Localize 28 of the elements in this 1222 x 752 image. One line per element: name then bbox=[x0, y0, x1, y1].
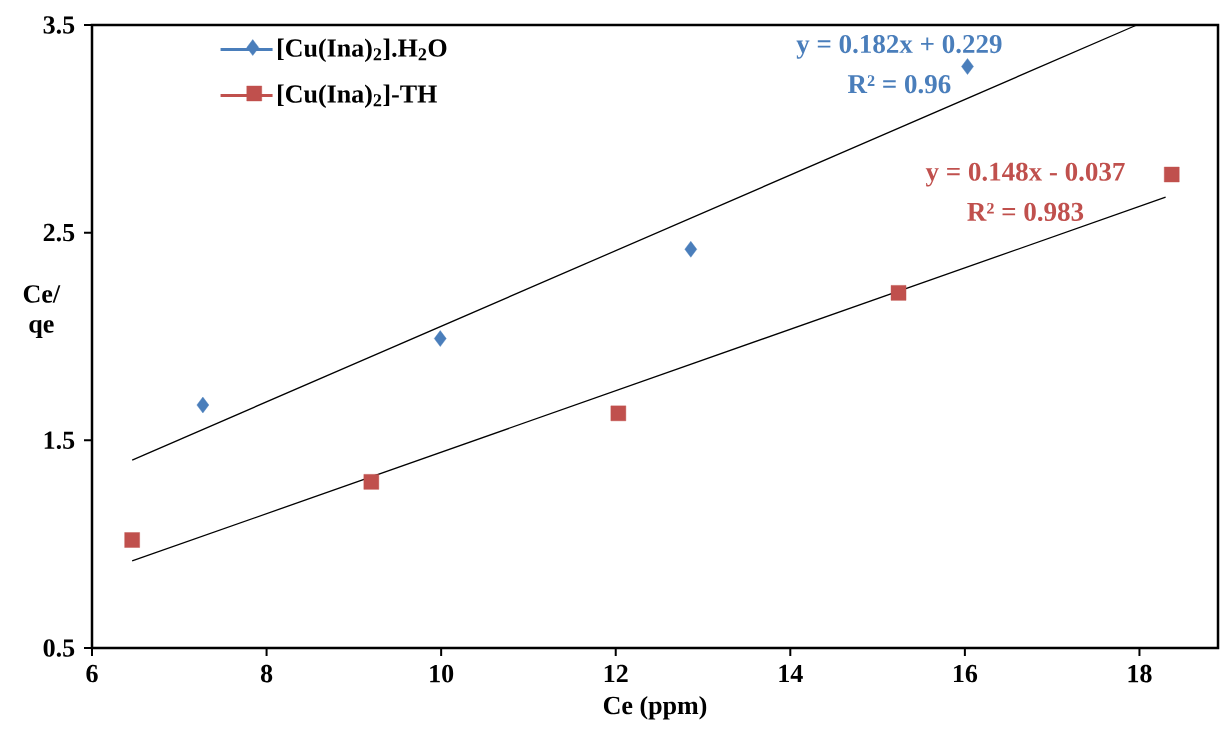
point bbox=[684, 241, 697, 258]
x-axis-title: Ce (ppm) bbox=[603, 695, 707, 720]
point bbox=[124, 532, 140, 548]
x-tick-label: 10 bbox=[430, 664, 454, 683]
x-tick-label: 12 bbox=[604, 664, 628, 683]
annotation: y = 0.182x + 0.229 bbox=[796, 34, 1002, 59]
point bbox=[1164, 166, 1180, 183]
y-tick-label: 3.5 bbox=[43, 16, 75, 34]
point bbox=[196, 396, 210, 414]
x-tick-label: 14 bbox=[779, 664, 803, 683]
point bbox=[961, 58, 974, 75]
y-tick-label: 0.5 bbox=[43, 639, 75, 657]
legend-label: [Cu(Ina)$_{2}$]-TH bbox=[277, 84, 437, 109]
point bbox=[890, 285, 907, 301]
point bbox=[363, 474, 380, 490]
x-tick-label: 8 bbox=[260, 664, 273, 683]
x-tick-label: 16 bbox=[953, 664, 978, 683]
x-tick-label: 6 bbox=[86, 664, 98, 683]
y-tick-label: 1.5 bbox=[44, 431, 75, 450]
y-axis-title: Ce/ qe bbox=[23, 285, 61, 338]
legend-label: [Cu(Ina)$_{2}$].H$_{2}$O bbox=[277, 38, 447, 63]
point bbox=[434, 330, 447, 347]
annotation: R² = 0.983 bbox=[967, 202, 1084, 222]
point bbox=[610, 405, 627, 422]
annotation: R² = 0.96 bbox=[847, 75, 951, 94]
x-tick-label: 18 bbox=[1128, 664, 1152, 683]
y-tick-label: 2.5 bbox=[43, 223, 75, 242]
annotation: y = 0.148x - 0.037 bbox=[925, 162, 1125, 187]
